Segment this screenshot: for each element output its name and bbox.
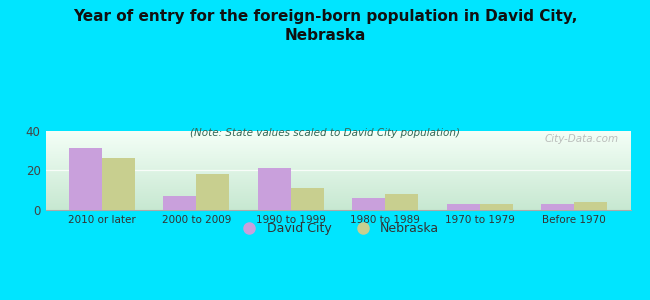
Bar [196, 174, 229, 210]
Bar [541, 204, 574, 210]
Bar [574, 202, 607, 210]
Bar [291, 188, 324, 210]
Bar [258, 168, 291, 210]
Text: City-Data.com: City-Data.com [545, 134, 619, 144]
Bar [352, 198, 385, 210]
Text: (Note: State values scaled to David City population): (Note: State values scaled to David City… [190, 128, 460, 137]
Text: Year of entry for the foreign-born population in David City,
Nebraska: Year of entry for the foreign-born popul… [73, 9, 577, 43]
Bar [102, 158, 135, 210]
Bar [385, 194, 418, 210]
Bar [447, 204, 480, 210]
Bar [480, 204, 513, 210]
Bar [163, 196, 196, 210]
Legend: David City, Nebraska: David City, Nebraska [231, 217, 445, 240]
Bar [69, 148, 102, 210]
